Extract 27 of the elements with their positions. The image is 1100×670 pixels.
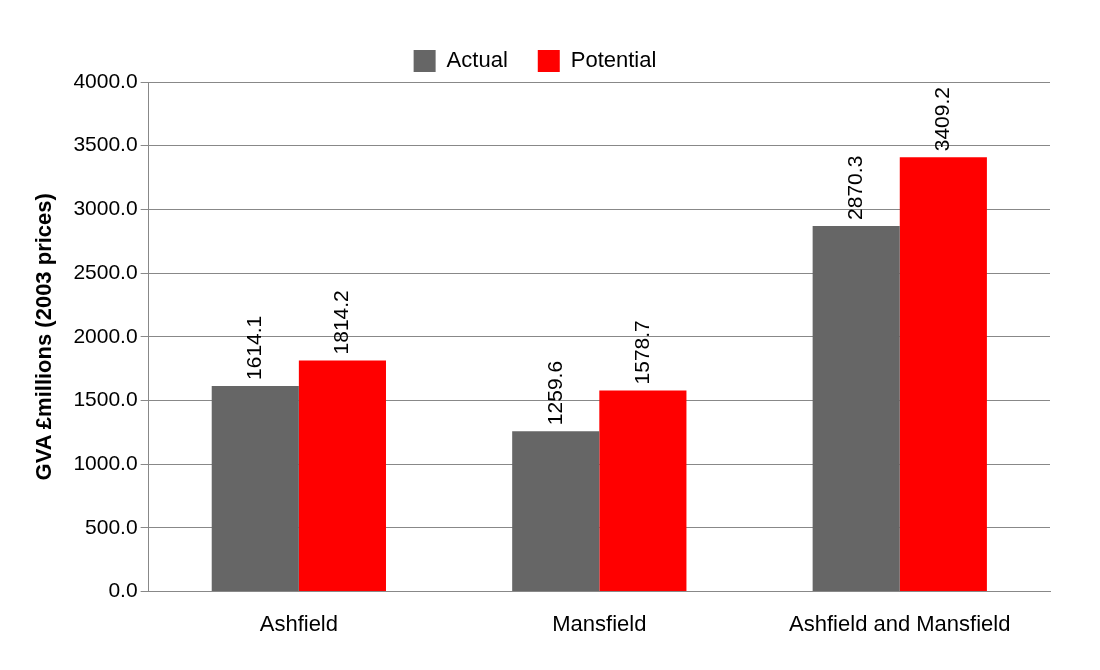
x-tick-label: Mansfield [552,610,647,636]
y-tick-label: 3500.0 [73,132,138,156]
legend-label: Actual [446,47,508,73]
data-label: 1614.1 [242,315,266,380]
bar [899,157,987,592]
y-tick-label: 1500.0 [73,387,138,411]
data-label: 1578.7 [629,320,653,385]
data-label: 2870.3 [843,155,866,220]
data-label: 1814.2 [329,290,353,355]
bar [211,385,299,592]
y-tick-label: 0.0 [108,578,138,602]
y-axis-title: GVA £millions (2003 prices) [31,193,57,481]
x-tick-label: Ashfield [259,610,338,636]
data-label: 3409.2 [930,87,954,152]
y-tick-label: 4000.0 [73,68,138,92]
x-tick-label: Ashfield and Mansfield [789,610,1011,636]
y-tick-label: 2000.0 [73,323,138,347]
y-tick-label: 1000.0 [73,451,138,474]
legend-label: Potential [570,47,657,73]
bar [599,390,687,592]
bar [512,431,600,592]
y-tick-label: 2500.0 [73,259,138,283]
data-label: 1259.6 [542,360,566,426]
y-tick-label: 3000.0 [73,196,138,220]
y-tick-label: 500.0 [85,514,138,538]
bar [298,360,386,592]
bar [812,225,900,592]
